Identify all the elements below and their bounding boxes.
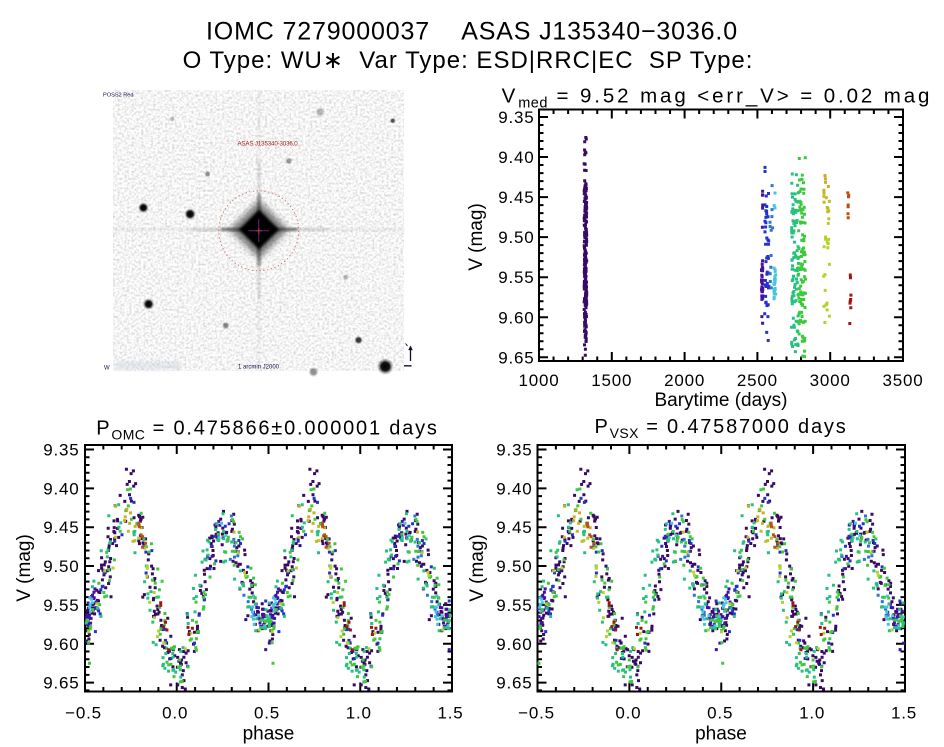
- svg-text:9.40: 9.40: [496, 479, 532, 498]
- svg-text:1 arcmin J2000: 1 arcmin J2000: [238, 365, 280, 371]
- svg-text:PVSX = 0.47587000 days: PVSX = 0.47587000 days: [594, 416, 847, 441]
- svg-text:POSS2 Red: POSS2 Red: [103, 93, 133, 99]
- svg-text:9.65: 9.65: [498, 348, 534, 367]
- svg-text:1000: 1000: [518, 371, 559, 390]
- svg-text:9.55: 9.55: [496, 596, 532, 615]
- svg-text:9.45: 9.45: [498, 188, 534, 207]
- svg-text:1.5: 1.5: [891, 704, 917, 723]
- svg-text:2500: 2500: [737, 371, 778, 390]
- svg-text:0.5: 0.5: [254, 704, 280, 723]
- svg-text:0.0: 0.0: [162, 704, 188, 723]
- svg-text:9.65: 9.65: [496, 674, 532, 693]
- svg-text:−0.5: −0.5: [518, 704, 555, 723]
- svg-text:9.60: 9.60: [43, 635, 79, 654]
- svg-text:Vmed = 9.52 mag <err_V> = 0.02: Vmed = 9.52 mag <err_V> = 0.02 mag: [502, 85, 933, 112]
- svg-text:1500: 1500: [591, 371, 632, 390]
- svg-text:0.0: 0.0: [615, 704, 641, 723]
- svg-text:9.50: 9.50: [498, 228, 534, 247]
- svg-text:V (mag): V (mag): [467, 534, 488, 602]
- svg-text:IOMC 7279000037 ASAS J13534: IOMC 7279000037 ASAS J135340−3036.0: [206, 18, 738, 46]
- svg-text:9.35: 9.35: [496, 441, 532, 460]
- svg-text:W: W: [104, 366, 110, 372]
- svg-text:POMC = 0.475866±0.000001 days: POMC = 0.475866±0.000001 days: [96, 418, 438, 443]
- svg-text:3000: 3000: [810, 371, 851, 390]
- svg-text:−0.5: −0.5: [65, 704, 102, 723]
- svg-text:9.40: 9.40: [43, 479, 79, 498]
- svg-text:V (mag): V (mag): [466, 203, 487, 271]
- svg-text:9.50: 9.50: [43, 557, 79, 576]
- svg-text:9.60: 9.60: [498, 308, 534, 327]
- svg-text:2000: 2000: [664, 371, 705, 390]
- svg-text:1.5: 1.5: [437, 704, 463, 723]
- svg-text:9.65: 9.65: [43, 674, 79, 693]
- svg-text:9.40: 9.40: [498, 148, 534, 167]
- svg-text:9.50: 9.50: [496, 557, 532, 576]
- svg-text:9.35: 9.35: [498, 108, 534, 127]
- svg-text:9.45: 9.45: [496, 518, 532, 537]
- svg-text:9.60: 9.60: [496, 635, 532, 654]
- svg-text:ASAS J135340-3036.0: ASAS J135340-3036.0: [237, 141, 298, 148]
- svg-text:3500: 3500: [882, 371, 923, 390]
- svg-text:0.5: 0.5: [707, 704, 733, 723]
- svg-text:Barytime (days): Barytime (days): [654, 390, 787, 411]
- svg-text:1.0: 1.0: [346, 704, 372, 723]
- svg-text:V (mag): V (mag): [14, 534, 35, 602]
- svg-text:1.0: 1.0: [799, 704, 825, 723]
- svg-text:9.55: 9.55: [498, 268, 534, 287]
- svg-text:9.35: 9.35: [43, 441, 79, 460]
- svg-text:O Type: WU∗ Var Type: ESD|RRC: O Type: WU∗ Var Type: ESD|RRC|EC SP Type…: [183, 47, 754, 74]
- svg-text:phase: phase: [243, 724, 295, 745]
- svg-text:9.45: 9.45: [43, 518, 79, 537]
- svg-text:9.55: 9.55: [43, 596, 79, 615]
- svg-text:phase: phase: [695, 724, 747, 745]
